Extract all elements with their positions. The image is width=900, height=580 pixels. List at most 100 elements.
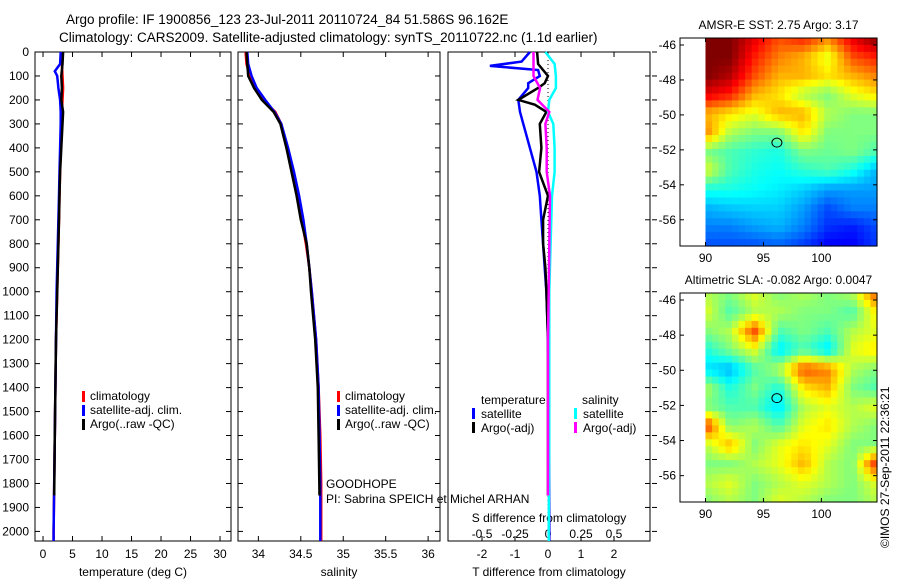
heatmap-cell [778, 453, 786, 461]
heatmap-cell [778, 51, 786, 60]
heatmap-cell [731, 162, 740, 171]
heatmap-cell [863, 334, 872, 343]
y-tick-label: 1000 [2, 285, 29, 299]
heatmap-cell [738, 148, 746, 157]
heatmap-cell [870, 376, 878, 385]
heatmap-cell [870, 495, 878, 503]
heatmap-cell [738, 162, 746, 171]
heatmap-cell [857, 313, 865, 322]
heatmap-cell [784, 155, 792, 164]
heatmap-cell [771, 197, 779, 205]
heatmap-cell [797, 51, 806, 60]
heatmap-cell [824, 239, 832, 247]
heatmap-cell [797, 355, 806, 364]
heatmap-cell [778, 107, 786, 115]
heatmap-cell [804, 411, 812, 419]
heatmap-cell [830, 425, 839, 433]
heatmap-cell [758, 38, 766, 46]
y-tick-label: 400 [9, 141, 29, 155]
heatmap-cell [712, 148, 720, 157]
heatmap-cell [738, 135, 746, 143]
heatmap-cell [784, 334, 792, 343]
heatmap-cell [718, 162, 726, 171]
heatmap-cell [850, 453, 858, 461]
heatmap-cell [738, 218, 746, 226]
heatmap-cell [764, 155, 773, 164]
heatmap-cell [804, 121, 812, 129]
heatmap-cell [863, 72, 872, 81]
heatmap-cell [718, 197, 726, 205]
heatmap-cell [811, 79, 819, 88]
heatmap-cell [738, 418, 746, 426]
heatmap-cell [778, 383, 786, 392]
heatmap-cell [784, 162, 792, 171]
heatmap-cell [731, 334, 740, 343]
heatmap-cell [797, 169, 806, 178]
heatmap-cell [824, 107, 832, 115]
heatmap-cell [830, 467, 839, 475]
heatmap-cell [811, 183, 819, 192]
heatmap-cell [791, 362, 799, 371]
heatmap-cell [771, 93, 779, 101]
legend-swatch [337, 405, 340, 416]
heatmap-cell [844, 306, 852, 315]
heatmap-cell [751, 293, 759, 301]
heatmap-cell [751, 404, 759, 413]
heatmap-cell [857, 453, 865, 461]
heatmap-cell [718, 390, 726, 399]
heatmap-cell [830, 100, 839, 108]
heatmap-cell [791, 446, 799, 454]
heatmap-cell [718, 341, 726, 350]
heatmap-cell [797, 474, 806, 482]
heatmap-cell [745, 148, 753, 157]
heatmap-cell [870, 390, 878, 399]
heatmap-cell [758, 313, 766, 322]
y-tick-label: 0 [22, 45, 29, 59]
heatmap-cell [830, 495, 839, 503]
heatmap-cell [718, 225, 726, 233]
heatmap-cell [824, 135, 832, 143]
heatmap-cell [712, 369, 720, 378]
heatmap-cell [857, 100, 865, 108]
heatmap-cell [857, 411, 865, 419]
heatmap-cell [811, 93, 819, 101]
heatmap-cell [771, 128, 779, 136]
heatmap-cell [870, 327, 878, 336]
heatmap-cell [797, 425, 806, 433]
heatmap-cell [817, 397, 825, 406]
heatmap-cell [738, 114, 746, 122]
heatmap-cell [863, 58, 872, 67]
heatmap-cell [844, 355, 852, 364]
y-tick-label: -56 [659, 213, 677, 227]
heatmap-cell [764, 44, 773, 53]
legend-swatch [574, 422, 577, 433]
heatmap-cell [844, 369, 852, 378]
heatmap-cell [705, 183, 713, 192]
heatmap-cell [811, 495, 819, 503]
heatmap-cell [718, 432, 726, 440]
heatmap-cell [870, 148, 878, 157]
heatmap-cell [745, 320, 753, 329]
heatmap-cell [751, 369, 759, 378]
heatmap-cell [725, 390, 733, 399]
heatmap-cell [771, 488, 779, 496]
heatmap-cell [751, 383, 759, 392]
heatmap-cell [850, 376, 858, 385]
heatmap-cell [857, 65, 865, 74]
heatmap-cell [758, 65, 766, 74]
heatmap-cell [745, 474, 753, 482]
heatmap-cell [764, 418, 773, 426]
heatmap-cell [844, 128, 852, 136]
heatmap-cell [857, 135, 865, 143]
heatmap-cell [731, 327, 740, 336]
heatmap-cell [745, 176, 753, 185]
heatmap-cell [731, 100, 740, 108]
y-tick-label: 500 [9, 165, 29, 179]
heatmap-cell [863, 397, 872, 406]
map-axes-box [679, 37, 878, 247]
heatmap-cell [764, 204, 773, 212]
heatmap-cell [824, 218, 832, 226]
heatmap-cell [791, 148, 799, 157]
heatmap-cell [725, 488, 733, 496]
